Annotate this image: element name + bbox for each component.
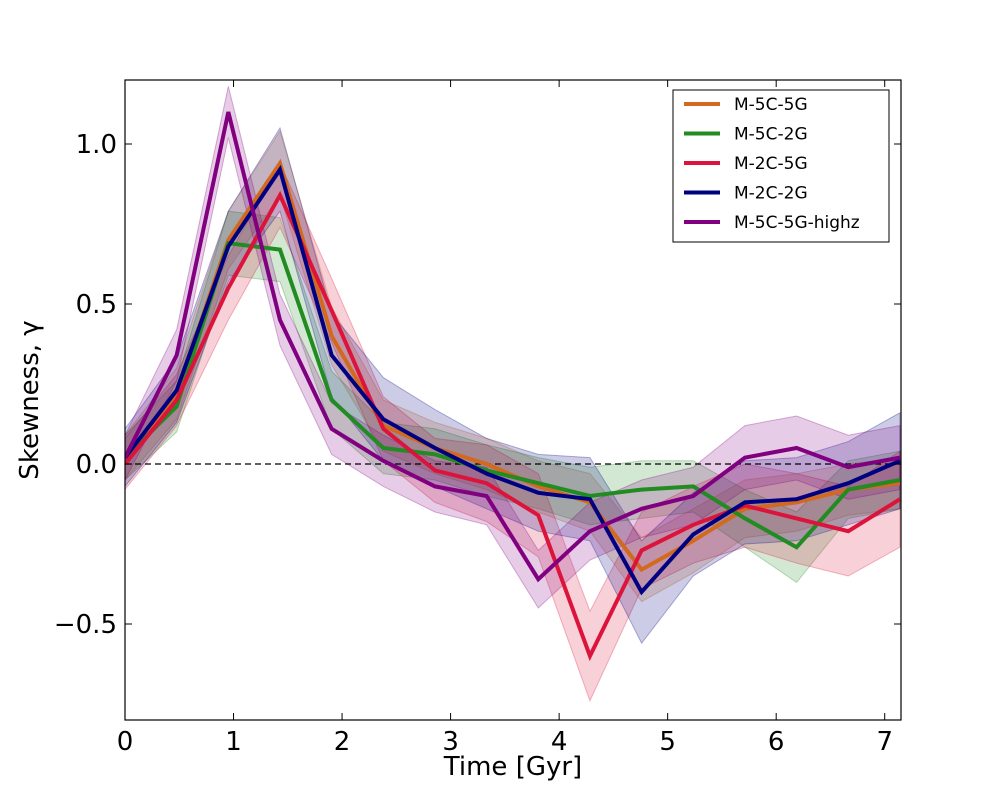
y-tick-label: −0.5 — [54, 610, 117, 640]
x-tick-label: 0 — [117, 727, 134, 757]
band-m-5c-5g — [125, 130, 901, 603]
band-m-5c-2g — [125, 210, 901, 584]
plot-frame — [124, 79, 902, 721]
x-axis-ticks: 0 1 2 3 4 5 6 7 — [117, 80, 893, 757]
legend: M-5C-5G M-5C-2G M-2C-5G M-2C-2G M-5C-5G-high… — [672, 89, 890, 243]
x-tick-label: 5 — [659, 727, 676, 757]
x-axis-label: Time [Gyr] — [443, 752, 582, 782]
x-tick-label: 3 — [442, 727, 459, 757]
legend-box — [672, 89, 890, 243]
x-tick-label: 7 — [876, 727, 893, 757]
y-tick-label: 1.0 — [76, 130, 117, 160]
legend-label-m-5c-5g: M-5C-5G — [734, 95, 808, 115]
series-line-m-5c-2g — [125, 241, 901, 550]
series-lines — [125, 111, 901, 662]
x-tick-label: 6 — [768, 727, 785, 757]
series-line-m-5c-5g-highz — [125, 111, 901, 583]
x-tick-label: 2 — [334, 727, 351, 757]
legend-label-m-5c-5g-highz: M-5C-5G-highz — [734, 213, 860, 233]
legend-label-m-2c-5g: M-2C-5G — [734, 154, 808, 174]
y-axis-ticks: −0.5 0.0 0.5 1.0 — [54, 130, 901, 640]
y-axis-label: Skewness, γ — [15, 320, 45, 479]
legend-label-m-5c-2g: M-5C-2G — [734, 125, 808, 145]
legend-label-m-2c-2g: M-2C-2G — [734, 184, 808, 204]
y-tick-label: 0.5 — [76, 290, 117, 320]
series-line-m-2c-5g — [125, 190, 901, 662]
x-tick-label: 1 — [225, 727, 242, 757]
x-tick-label: 4 — [551, 727, 568, 757]
y-tick-label: 0.0 — [76, 450, 117, 480]
